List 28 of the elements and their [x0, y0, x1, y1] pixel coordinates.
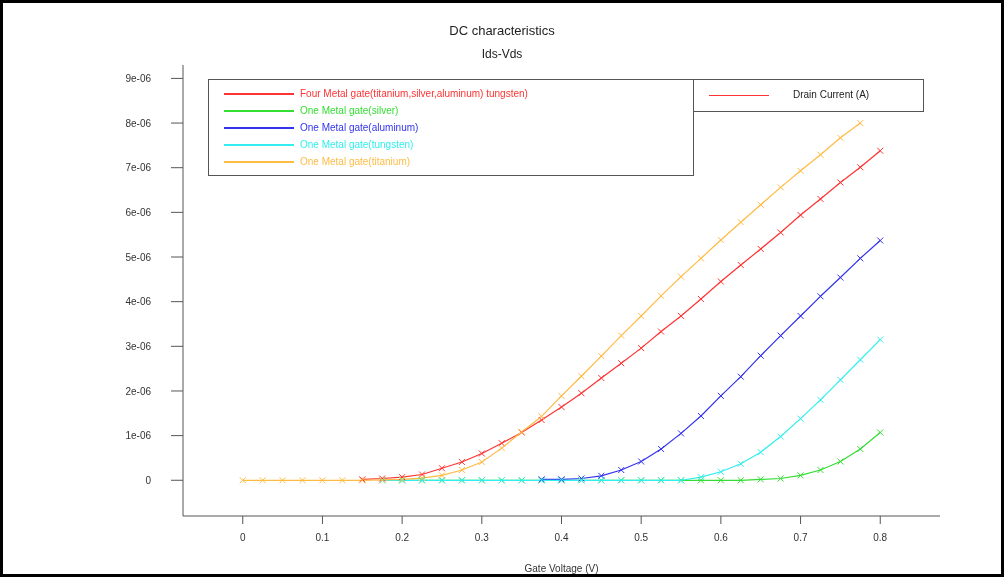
chart-title: DC characteristics — [448, 23, 556, 38]
y-tick-label: 6e-06 — [125, 206, 152, 218]
x-tick-label: 0.2 — [395, 532, 410, 544]
y-tick-label: 9e-06 — [125, 72, 152, 84]
chart-subtitle: Ids-Vds — [480, 47, 524, 61]
x-axis-title: Gate Voltage (V) — [524, 563, 599, 574]
x-tick-label: 0.7 — [793, 532, 808, 544]
x-tick-label: 0.5 — [634, 532, 649, 544]
y-tick-label: 0 — [145, 474, 152, 486]
x-tick-label: 0.8 — [873, 532, 888, 544]
y-tick-label: 4e-06 — [125, 296, 152, 308]
y-tick-label: 5e-06 — [125, 251, 152, 263]
text: One Metal gate(tungsten) — [300, 139, 414, 150]
x-tick-label: 0.4 — [554, 532, 569, 544]
y-axis-title: Drain Current (A) — [793, 89, 870, 100]
y-tick-label: 1e-06 — [125, 430, 152, 442]
y-tick-label: 8e-06 — [125, 117, 152, 129]
x-tick-label: 0.1 — [315, 532, 330, 544]
y-tick-label: 2e-06 — [125, 385, 152, 397]
text: One Metal gate(silver) — [300, 105, 399, 116]
x-tick-label: 0.6 — [713, 532, 729, 544]
x-tick-label: 0 — [239, 532, 246, 544]
x-tick-label: 0.3 — [474, 532, 490, 544]
y-tick-label: 3e-06 — [125, 340, 152, 352]
text: One Metal gate(aluminum) — [300, 122, 419, 133]
y-tick-label: 7e-06 — [125, 162, 152, 174]
text: One Metal gate(titanium) — [300, 156, 411, 167]
text: Four Metal gate(titanium,silver,aluminum) tungsten) — [300, 88, 528, 99]
